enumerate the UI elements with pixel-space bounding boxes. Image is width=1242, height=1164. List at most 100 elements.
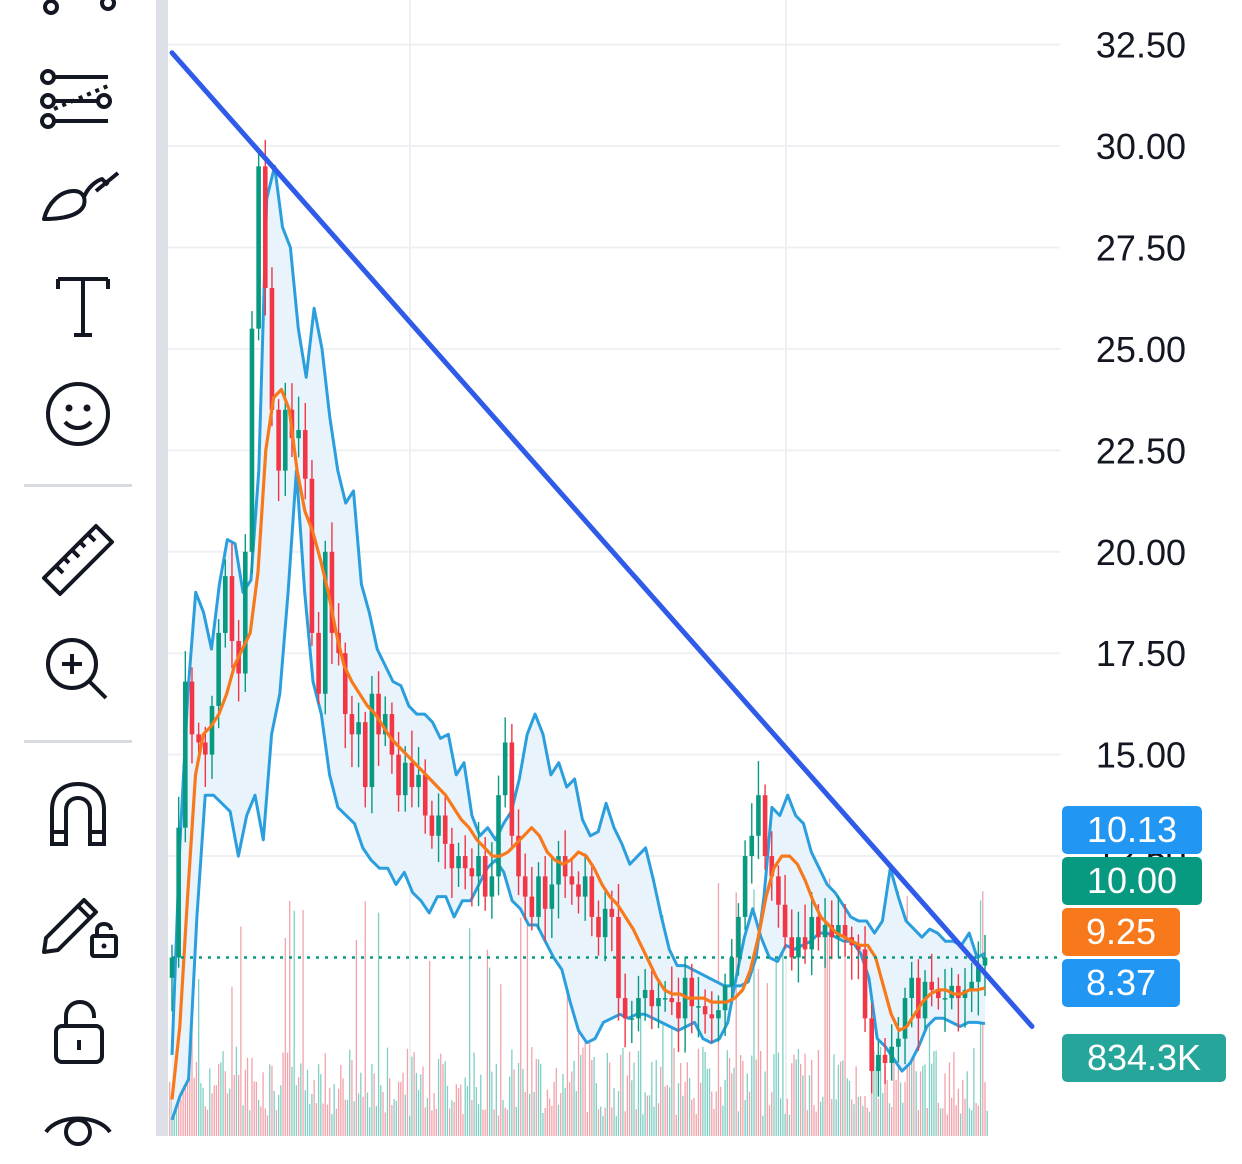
candle-body	[749, 835, 755, 857]
candle-body	[409, 762, 415, 788]
candle-body	[576, 884, 581, 897]
upper-band-price-label: 10.13	[1062, 806, 1202, 854]
text-tool-icon[interactable]	[28, 262, 128, 346]
candle-body	[889, 1046, 895, 1063]
candle-body	[496, 795, 501, 877]
candle-body	[549, 884, 555, 909]
candle-body	[982, 957, 988, 966]
price-tick-label: 22.50	[1096, 430, 1186, 471]
candle-body	[476, 856, 481, 877]
moving-average	[170, 387, 986, 1100]
candle-body	[816, 916, 821, 938]
trendline[interactable]	[169, 50, 1062, 1029]
candle-body	[929, 981, 934, 990]
lower-band-price-label: 8.37	[1062, 959, 1180, 1007]
candle-body	[589, 876, 595, 917]
candle-body	[376, 693, 381, 735]
candle-body	[436, 815, 441, 836]
price-tick-label: 17.50	[1096, 633, 1186, 674]
candle-body	[369, 693, 375, 788]
candle-body	[642, 989, 648, 999]
candle-body	[649, 989, 655, 1007]
candle-body	[249, 328, 255, 552]
candle-body	[529, 896, 535, 917]
candle-body	[796, 937, 801, 958]
candle-body	[736, 916, 741, 958]
candle-body	[262, 166, 268, 289]
brush-icon[interactable]	[28, 150, 128, 234]
candle-body	[489, 876, 495, 897]
unlock-icon[interactable]	[28, 990, 128, 1074]
moving-average-price-label: 9.25	[1062, 908, 1180, 956]
candle-body	[189, 681, 195, 735]
moving-average-line	[170, 387, 986, 1100]
toolbar-scrollbar[interactable]	[156, 0, 168, 1136]
candle-body	[302, 430, 308, 479]
candle-body	[569, 876, 575, 885]
candle-body	[869, 1018, 875, 1072]
candle-body	[876, 1054, 881, 1072]
candle-body	[629, 1018, 635, 1020]
candle-body	[596, 916, 601, 938]
price-tick-label: 32.50	[1096, 25, 1186, 66]
candle-body	[449, 843, 455, 869]
candle-body	[416, 774, 421, 788]
candle-body	[842, 925, 848, 938]
candle-body	[522, 876, 528, 897]
price-tick-label: 20.00	[1096, 532, 1186, 573]
candle-body	[176, 827, 181, 958]
candle-body	[956, 985, 961, 999]
candle-body	[716, 1010, 721, 1019]
lock-drawings-icon[interactable]	[28, 880, 128, 964]
candle-body	[776, 876, 781, 905]
candle-body	[822, 925, 828, 938]
candle-body	[676, 1002, 681, 1019]
candle-body	[536, 876, 541, 917]
candle-body	[662, 998, 668, 1000]
magnet-icon[interactable]	[28, 772, 128, 856]
candle-body	[223, 576, 228, 633]
candle-body	[402, 762, 408, 796]
volume-label: 834.3K	[1062, 1034, 1226, 1082]
candle-body	[802, 937, 808, 950]
candle-body	[789, 937, 795, 958]
price-chart[interactable]: 32.50 30.00 27.50 25.00 22.50 20.00 17.50 15.00…	[0, 0, 1242, 1136]
volume-bars	[169, 872, 988, 1136]
price-axis[interactable]: 32.50 30.00 27.50 25.00 22.50 20.00 17.50 15.00…	[1096, 25, 1186, 877]
candle-body	[322, 551, 328, 694]
candle-body	[196, 734, 201, 743]
candle-body	[809, 916, 815, 950]
candle-body	[209, 705, 215, 755]
candle-body	[902, 998, 908, 1039]
ruler-icon[interactable]	[28, 518, 128, 602]
candle-body	[356, 722, 361, 735]
emoji-icon[interactable]	[28, 370, 128, 454]
candle-body	[916, 977, 921, 1019]
candle-body	[276, 409, 281, 471]
pitchfork-tools-icon[interactable]	[28, 48, 128, 132]
candle-body	[316, 632, 321, 694]
candle-body	[782, 904, 788, 938]
candle-body	[362, 722, 368, 788]
candle-body	[862, 949, 868, 1019]
candle-body	[203, 742, 208, 755]
zoom-in-icon[interactable]	[28, 626, 128, 710]
candle-body	[636, 998, 641, 1019]
candle-body	[556, 856, 561, 885]
candle-body	[329, 551, 335, 633]
candle-body	[709, 1014, 715, 1019]
candle-body	[729, 957, 735, 986]
candle-body	[516, 835, 521, 877]
candle-body	[936, 989, 941, 999]
candle-body	[169, 957, 175, 978]
candle-body	[616, 916, 621, 999]
fib-retracement-icon[interactable]	[28, 0, 128, 44]
candle-body	[669, 998, 675, 1003]
toolbar-divider	[24, 740, 132, 743]
band-fill	[172, 166, 985, 1120]
candle-body	[582, 876, 588, 897]
candle-body	[722, 985, 728, 1011]
candle-body	[243, 551, 248, 674]
candle-body	[282, 409, 288, 471]
candle-body	[422, 774, 428, 816]
